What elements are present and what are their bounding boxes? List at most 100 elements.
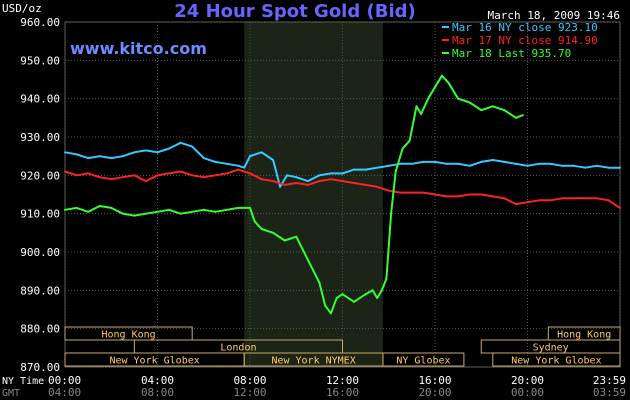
x-tick-label-ny: 12:00 (326, 374, 359, 387)
series-1-point (249, 172, 251, 175)
series-0-point (561, 164, 564, 167)
series-2-point (390, 212, 393, 215)
series-0-point (399, 162, 402, 165)
series-2-point (514, 116, 517, 119)
y-tick-label: 940.00 (20, 93, 60, 106)
series-2-point (353, 300, 356, 303)
series-0-point (376, 166, 379, 169)
x-tick-label-ny: 20:00 (511, 374, 544, 387)
series-2-point (408, 139, 411, 142)
x-tick-label-gmt: 12:00 (233, 386, 266, 399)
series-0-point (329, 172, 332, 175)
series-2-point (98, 205, 101, 207)
y-tick-label: 900.00 (20, 246, 60, 259)
series-1-point (98, 176, 101, 179)
series-1-point (572, 197, 575, 200)
legend-entry-0: Mar 16 NY close 923.10 (452, 21, 598, 34)
series-2-point (385, 277, 388, 280)
series-0-point (191, 145, 194, 148)
series-0-point (295, 176, 298, 179)
series-2-point (415, 105, 418, 108)
series-2-point (371, 289, 374, 292)
y-tick-label: 870.00 (20, 361, 60, 374)
series-1-point (260, 178, 263, 181)
series-2-point (503, 109, 506, 112)
series-0-point (584, 166, 587, 169)
series-1-point (607, 199, 610, 202)
series-2-point (253, 220, 256, 223)
series-0-point (595, 164, 598, 167)
y-axis-label: USD/oz (2, 2, 42, 15)
x-tick-label-ny: 04:00 (141, 374, 174, 387)
series-1-point (410, 191, 413, 194)
series-2-point (144, 212, 147, 215)
series-2-point (480, 109, 483, 112)
series-2-point (394, 170, 397, 173)
series-2-point (237, 206, 240, 209)
series-0-point (168, 147, 171, 150)
series-0-point (133, 151, 136, 154)
series-0-point (619, 166, 621, 169)
series-1-point (191, 174, 194, 177)
y-tick-label: 920.00 (20, 169, 60, 182)
series-1-point (156, 174, 159, 177)
series-0-point (434, 160, 436, 163)
series-0-point (526, 164, 529, 167)
highlight-band (244, 22, 383, 367)
series-0-point (279, 185, 282, 188)
legend-entry-1: Mar 17 NY close 914.90 (452, 34, 598, 47)
series-1-point (595, 197, 598, 200)
series-2-point (420, 113, 423, 115)
series-1-point (422, 191, 425, 194)
series-1-point (341, 180, 344, 183)
series-1-point (376, 185, 379, 188)
series-1-point (503, 197, 506, 200)
y-tick-label: 960.00 (20, 16, 60, 29)
series-1-point (561, 197, 564, 200)
series-2-point (324, 304, 327, 307)
series-0-point (445, 162, 448, 165)
series-2-point (202, 208, 205, 211)
series-0-point (202, 157, 205, 160)
series-2-point (179, 212, 182, 215)
series-1-point (295, 182, 298, 184)
series-0-point (422, 160, 425, 163)
series-1-point (329, 178, 332, 181)
series-1-point (225, 172, 228, 175)
series-2-point (191, 210, 194, 213)
series-2-point (376, 297, 379, 299)
series-0-point (144, 149, 147, 152)
series-0-point (341, 172, 344, 175)
series-0-point (260, 151, 263, 154)
series-2-point (468, 101, 471, 104)
series-1-point (387, 189, 390, 192)
series-2-point (249, 206, 251, 209)
series-2-point (457, 97, 460, 100)
series-2-point (272, 231, 275, 234)
series-2-point (225, 208, 228, 211)
x-tick-label-ny: 16:00 (418, 374, 451, 387)
series-2-point (110, 206, 113, 209)
series-2-point (521, 114, 524, 117)
market-session-label: Hong Kong (102, 330, 156, 341)
x-tick-label-gmt: 08:00 (141, 386, 174, 399)
x-tick-label-gmt: 04:00 (48, 386, 81, 399)
series-0-point (87, 157, 90, 160)
series-1-point (434, 193, 436, 196)
series-1-point (283, 183, 286, 186)
series-1-point (445, 195, 448, 198)
series-1-point (144, 180, 147, 183)
series-0-point (306, 180, 309, 183)
series-1-point (214, 174, 217, 177)
series-2-point (87, 210, 90, 213)
series-2-point (318, 281, 321, 284)
series-2-point (133, 214, 136, 217)
series-1-point (64, 170, 66, 173)
series-2-point (283, 239, 286, 242)
series-0-point (121, 155, 124, 158)
series-1-point (514, 203, 517, 206)
y-tick-label: 880.00 (20, 323, 60, 336)
series-0-point (503, 160, 506, 163)
series-0-point (98, 155, 101, 158)
